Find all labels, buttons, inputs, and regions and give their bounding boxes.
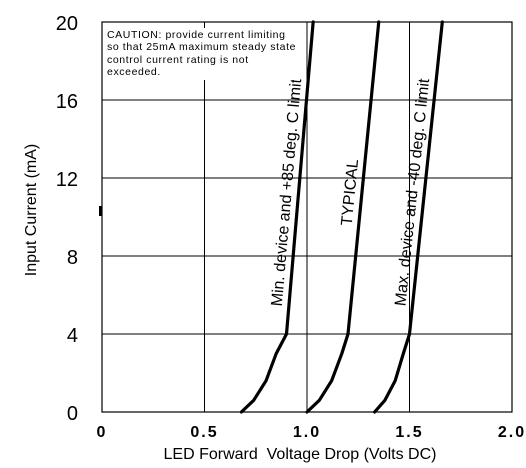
y-axis-title: Input Current (mA) [23, 144, 40, 276]
curve-label-3: Max. device and -40 deg. C limit [392, 77, 433, 307]
axis-mark [99, 206, 102, 216]
curve-series-3 [373, 20, 444, 414]
y-tick-label: 16 [56, 91, 78, 113]
y-tick-label: 0 [67, 403, 78, 425]
curve-label-2: TYPICAL [339, 158, 362, 226]
x-tick-label: 0.5 [190, 424, 218, 441]
x-tick-label: 1.0 [293, 424, 321, 441]
x-tick-label: 2.0 [498, 424, 526, 441]
tick-labels: 0 0.5 1.0 1.5 2.0 0 4 8 12 16 20 [56, 13, 526, 441]
curve-series-1 [239, 20, 315, 414]
y-tick-label: 20 [56, 13, 78, 35]
y-tick-label: 8 [67, 247, 78, 269]
y-tick-label: 4 [67, 325, 78, 347]
y-tick-label: 12 [56, 169, 78, 191]
x-tick-label: 0 [97, 424, 108, 441]
x-axis-title: LED Forward Voltage Drop (Volts DC) [164, 446, 437, 463]
x-tick-label: 1.5 [395, 424, 423, 441]
curves-layer [239, 20, 444, 414]
curve-labels: Min. device and +85 deg. C limit TYPICAL M… [269, 77, 433, 307]
caution-note: CAUTION: provide current limiting so tha… [104, 28, 299, 81]
curve-series-2 [305, 20, 381, 414]
